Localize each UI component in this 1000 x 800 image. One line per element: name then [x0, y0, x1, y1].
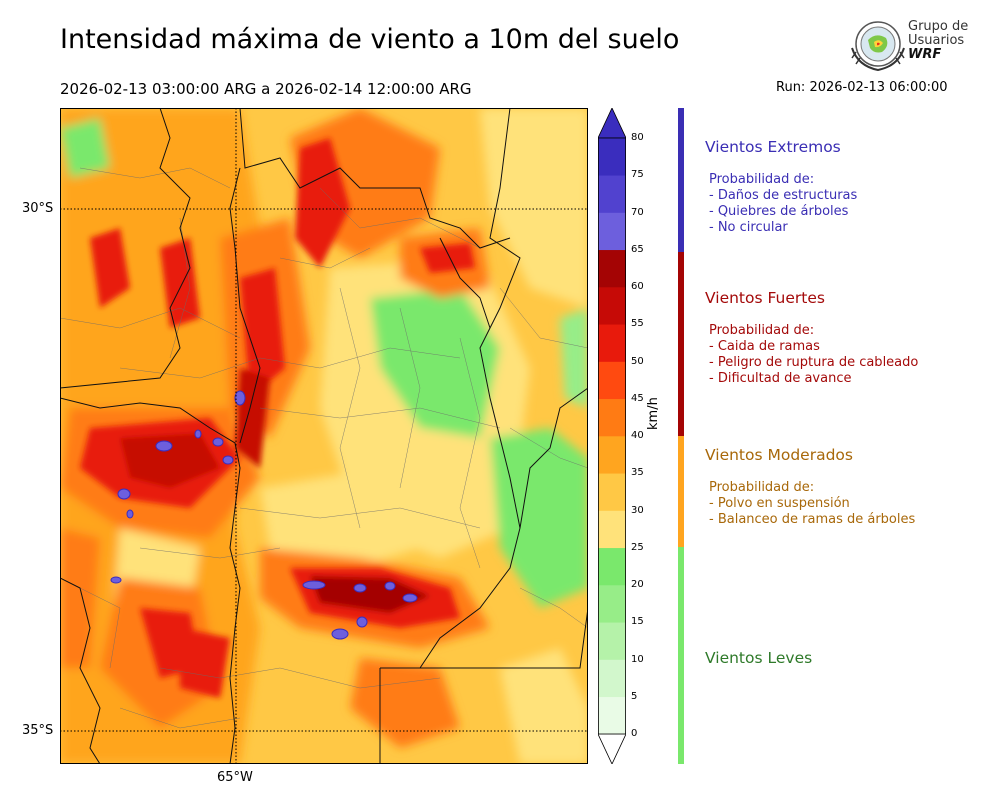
logo-line-2: Usuarios: [908, 33, 965, 48]
logo-line-3: WRF: [908, 47, 942, 62]
colorbar-segment: [598, 249, 626, 288]
wind-map: [60, 108, 588, 764]
colorbar-tick-label: 40: [631, 430, 644, 441]
colorbar-segment: [598, 361, 626, 400]
extreme-wind-cores: [110, 390, 418, 640]
colorbar-frame: [598, 137, 626, 735]
category-line: - Caida de ramas: [709, 339, 820, 354]
colorbar-segment: [598, 212, 626, 251]
page-title: Intensidad máxima de viento a 10m del su…: [60, 24, 680, 55]
logo-line-1: Grupo de: [908, 19, 969, 34]
colorbar-tick-label: 65: [631, 243, 644, 255]
lon-label-65w: 65°W: [217, 770, 253, 785]
colorbar-extend-bottom: [598, 733, 626, 764]
lat-label-30s: 30°S: [22, 201, 54, 216]
category-moderate: Vientos Moderados Probabilidad de: - Pol…: [705, 446, 915, 528]
light-category-bar: [678, 547, 684, 764]
category-title: Vientos Leves: [705, 649, 813, 667]
graticule: [60, 108, 588, 764]
moderate-category-bar: [678, 436, 684, 547]
wrf-logo: Grupo de Usuarios WRF: [848, 18, 978, 74]
colorbar-segment: [598, 510, 626, 549]
colorbar-segment: [598, 585, 626, 623]
category-line: - No circular: [709, 220, 788, 235]
category-line: - Polvo en suspensión: [709, 496, 850, 511]
colorbar-segment: [598, 547, 626, 586]
colorbar-segment: [598, 324, 626, 362]
department-boundaries: [60, 167, 588, 729]
colorbar-tick-label: 80: [631, 132, 644, 143]
strong-category-bar: [678, 252, 684, 436]
colorbar-tick-label: 55: [631, 318, 644, 330]
category-title: Vientos Extremos: [705, 138, 841, 156]
run-time: Run: 2026-02-13 06:00:00: [776, 80, 948, 95]
colorbar-tick-label: 60: [631, 281, 644, 292]
category-extreme: Vientos Extremos Probabilidad de: - Daño…: [705, 138, 857, 236]
category-line: Probabilidad de:: [709, 172, 815, 187]
colorbar-segment: [598, 175, 626, 213]
category-line: - Quiebres de árboles: [709, 204, 849, 219]
colorbar-tick-label: 70: [631, 206, 644, 218]
colorbar-segment: [598, 436, 626, 474]
category-line: - Dificultad de avance: [709, 371, 852, 386]
colorbar: [598, 108, 626, 764]
map-frame: [60, 108, 588, 764]
colorbar-tick-label: 45: [631, 392, 644, 404]
category-light: Vientos Leves: [705, 649, 812, 683]
category-line: Probabilidad de:: [709, 323, 815, 338]
colorbar-segment: [598, 696, 626, 735]
category-line: - Peligro de ruptura de cableado: [709, 355, 919, 370]
province-borders: [60, 108, 588, 764]
colorbar-segment: [598, 398, 626, 437]
colorbar-tick-label: 25: [631, 541, 644, 553]
colorbar-tick-label: 5: [631, 690, 638, 702]
category-line: Probabilidad de:: [709, 480, 815, 495]
colorbar-tick-label: 0: [631, 728, 638, 739]
category-line: - Daños de estructuras: [709, 188, 858, 203]
category-strong: Vientos Fuertes Probabilidad de: - Caida…: [705, 289, 918, 387]
lat-label-35s: 35°S: [22, 723, 54, 738]
colorbar-tick-label: 15: [631, 616, 644, 628]
category-title: Vientos Moderados: [705, 446, 853, 464]
colorbar-tick-label: 20: [631, 579, 644, 590]
category-title: Vientos Fuertes: [705, 289, 825, 307]
category-line: - Balanceo de ramas de árboles: [709, 512, 916, 527]
colorbar-tick-label: 30: [631, 504, 644, 516]
forecast-period: 2026-02-13 03:00:00 ARG a 2026-02-14 12:…: [60, 80, 472, 98]
colorbar-segment: [598, 622, 626, 660]
colorbar-segment: [598, 287, 626, 325]
colorbar-segment: [598, 659, 626, 698]
colorbar-tick-label: 50: [631, 355, 644, 367]
colorbar-tick-label: 35: [631, 467, 644, 479]
colorbar-extend-top: [598, 108, 626, 139]
extreme-category-bar: [678, 108, 684, 252]
colorbar-tick-label: 75: [631, 169, 644, 181]
colorbar-segment: [598, 473, 626, 511]
colorbar-segment: [598, 138, 626, 176]
globe-logo-icon: [851, 21, 905, 72]
colorbar-tick-label: 10: [631, 653, 644, 665]
colorbar-unit-label: km/h: [646, 397, 661, 430]
